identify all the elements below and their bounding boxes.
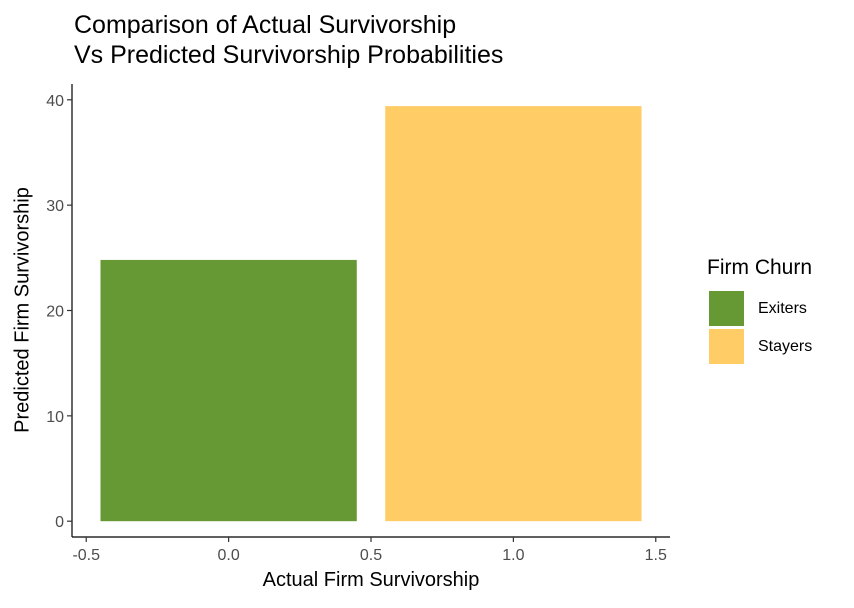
legend-swatch-stayers <box>709 329 744 364</box>
y-tick-label: 40 <box>46 93 64 110</box>
chart-title-line-1: Comparison of Actual Survivorship <box>74 11 457 39</box>
y-axis-label: Predicted Firm Survivorship <box>11 187 34 433</box>
x-tick-label: 0.5 <box>360 547 382 564</box>
legend-label-exiters: Exiters <box>758 299 807 317</box>
legend-swatch-exiters <box>709 291 744 326</box>
legend-item-exiters: Exiters <box>709 291 807 326</box>
chart-title-line-2: Vs Predicted Survivorship Probabilities <box>74 41 504 69</box>
chart-title: Comparison of Actual Survivorship Vs Pre… <box>74 10 503 70</box>
x-axis-label: Actual Firm Survivorship <box>262 569 480 591</box>
x-tick-label: -0.5 <box>72 547 100 564</box>
y-tick-label: 20 <box>46 304 64 321</box>
y-tick-label: 0 <box>55 514 64 531</box>
y-tick-label: 10 <box>46 409 64 426</box>
legend-title: Firm Churn <box>707 256 813 279</box>
x-tick-label: 0.0 <box>217 547 239 564</box>
bar-exiters <box>100 259 357 522</box>
legend-item-stayers: Stayers <box>709 329 812 364</box>
y-tick-label: 30 <box>46 198 64 215</box>
legend-label-stayers: Stayers <box>758 337 813 355</box>
bar-stayers <box>385 106 642 522</box>
x-tick-label: 1.0 <box>502 547 524 564</box>
x-tick-label: 1.5 <box>645 547 667 564</box>
